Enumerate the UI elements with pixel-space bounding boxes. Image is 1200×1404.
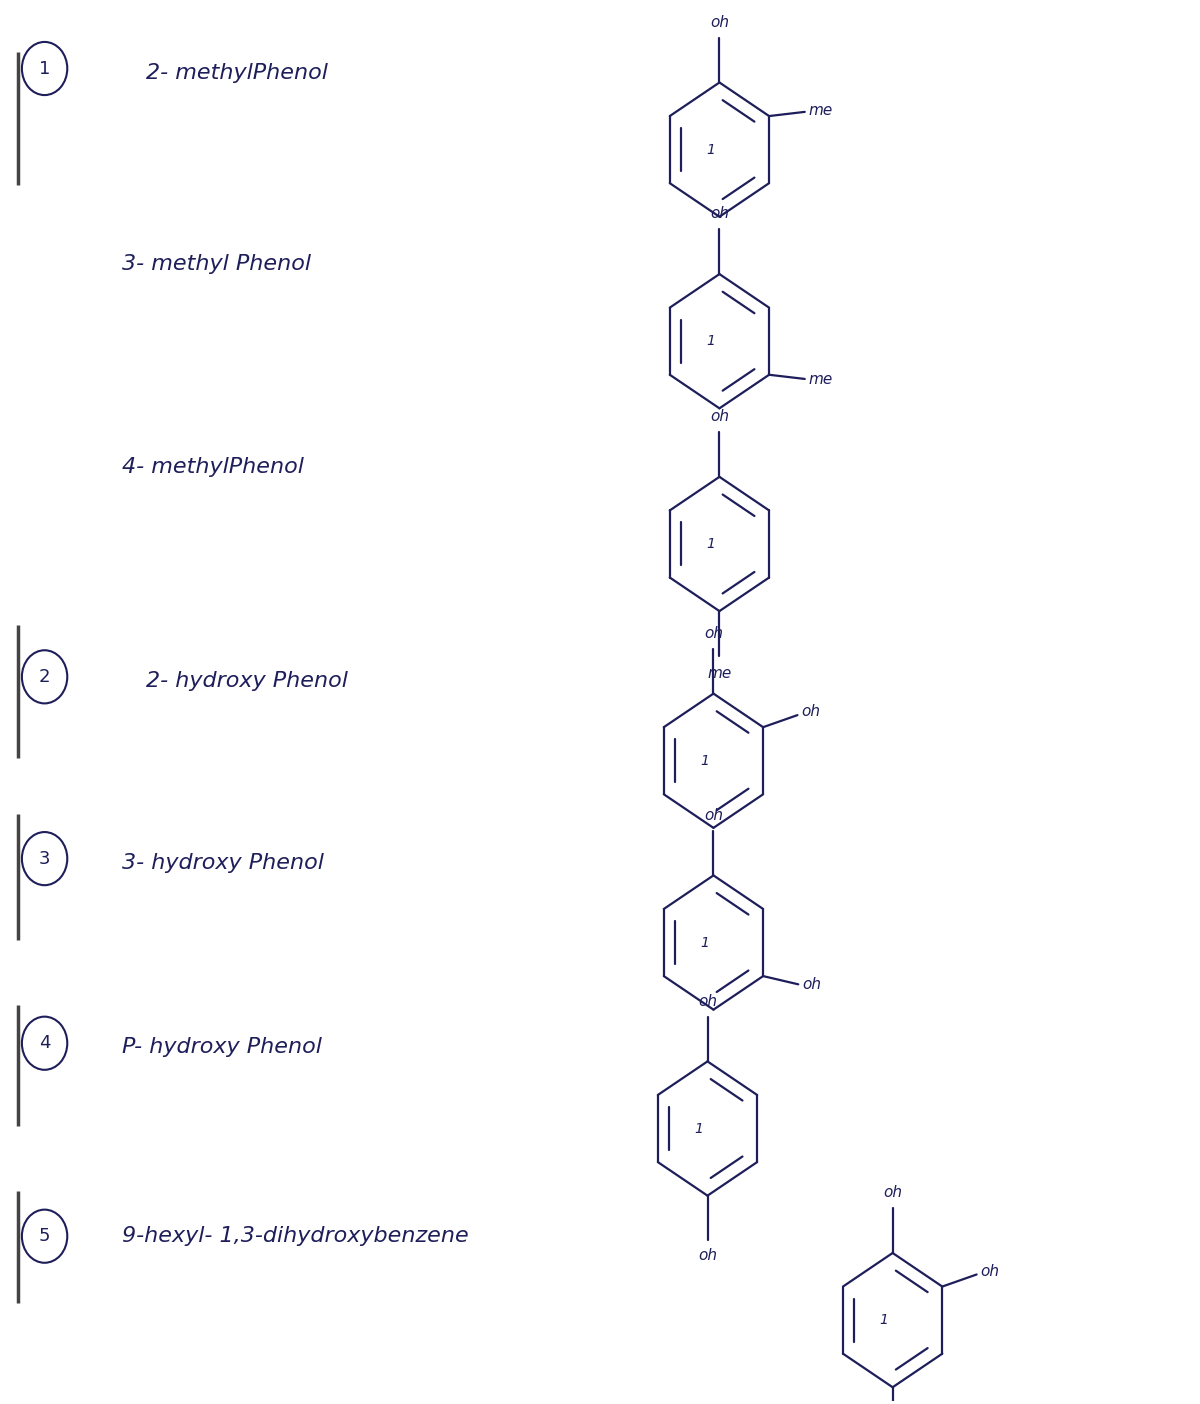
Text: oh: oh (698, 1248, 718, 1264)
Text: oh: oh (704, 626, 722, 642)
Text: oh: oh (883, 1185, 902, 1200)
Text: oh: oh (698, 994, 718, 1009)
Text: 5: 5 (38, 1227, 50, 1245)
Text: 1: 1 (695, 1122, 703, 1136)
Text: oh: oh (710, 410, 728, 424)
Text: 2- hydroxy Phenol: 2- hydroxy Phenol (146, 671, 348, 691)
Text: oh: oh (803, 977, 822, 993)
Text: 1: 1 (701, 935, 709, 949)
Text: 3- methyl Phenol: 3- methyl Phenol (122, 254, 311, 274)
Text: 1: 1 (701, 754, 709, 768)
Text: oh: oh (980, 1264, 1000, 1279)
Text: 4: 4 (38, 1035, 50, 1052)
Text: oh: oh (710, 15, 728, 29)
Text: 1: 1 (707, 334, 715, 348)
Text: oh: oh (710, 206, 728, 222)
Text: 1: 1 (880, 1313, 888, 1327)
Text: me: me (707, 665, 732, 681)
Text: me: me (809, 102, 833, 118)
Text: 1: 1 (707, 536, 715, 550)
Text: 2- methylPhenol: 2- methylPhenol (146, 63, 328, 83)
Text: me: me (809, 372, 833, 386)
Text: 3: 3 (38, 849, 50, 868)
Text: 1: 1 (38, 59, 50, 77)
Text: 3- hydroxy Phenol: 3- hydroxy Phenol (122, 852, 324, 873)
Text: 2: 2 (38, 668, 50, 685)
Text: oh: oh (704, 807, 722, 823)
Text: 1: 1 (707, 143, 715, 157)
Text: 4- methylPhenol: 4- methylPhenol (122, 458, 304, 477)
Text: oh: oh (802, 705, 821, 719)
Text: P- hydroxy Phenol: P- hydroxy Phenol (122, 1038, 322, 1057)
Text: 9-hexyl- 1,3-dihydroxybenzene: 9-hexyl- 1,3-dihydroxybenzene (122, 1226, 469, 1247)
